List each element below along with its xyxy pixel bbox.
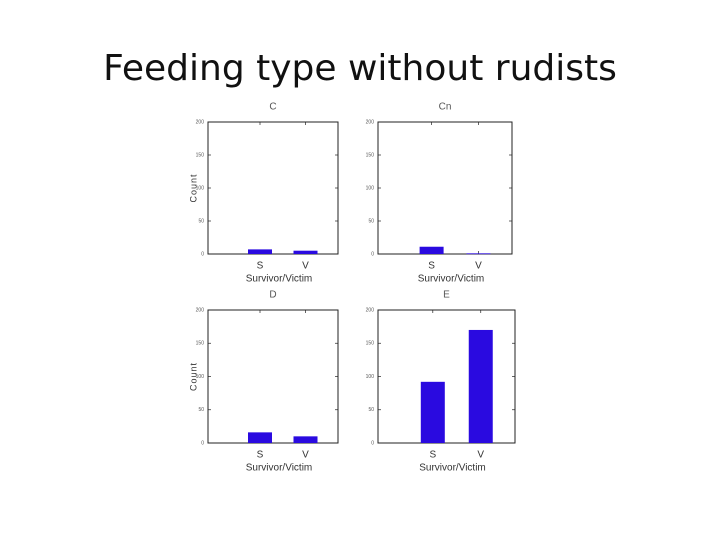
axes-box [377, 309, 516, 444]
x-axis-label: Survivor/Victim [418, 274, 485, 285]
x-axis-label: Survivor/Victim [419, 463, 486, 474]
axes-box [207, 121, 339, 255]
bar [419, 246, 444, 254]
y-tick-label: 200 [196, 307, 205, 313]
panel-title: Cn [439, 102, 452, 113]
x-tick-label: S [428, 261, 435, 272]
bar [468, 329, 493, 443]
y-axis-label: Count [188, 173, 198, 202]
panel-title: D [269, 290, 276, 301]
axes-box [377, 121, 513, 255]
y-tick-label: 0 [371, 440, 374, 446]
y-tick-label: 200 [366, 307, 375, 313]
y-tick-label: 100 [196, 185, 205, 191]
x-tick-label: V [475, 261, 482, 272]
slide-title: Feeding type without rudists [103, 48, 617, 89]
x-tick-label: S [257, 450, 264, 461]
y-tick-label: 100 [366, 185, 375, 191]
x-tick-label: V [302, 261, 309, 272]
bar [466, 253, 491, 255]
bar [293, 436, 318, 443]
y-tick-label: 0 [371, 251, 374, 257]
y-tick-label: 50 [368, 407, 374, 413]
bar [420, 381, 445, 443]
x-axis-label: Survivor/Victim [246, 274, 313, 285]
y-tick-label: 0 [201, 440, 204, 446]
x-tick-label: V [302, 450, 309, 461]
y-tick-label: 100 [366, 374, 375, 380]
panel-title: E [443, 290, 450, 301]
panel-title: C [269, 102, 276, 113]
y-tick-label: 200 [366, 119, 375, 125]
y-tick-label: 150 [366, 152, 375, 158]
y-axis-label: Count [188, 362, 198, 391]
y-tick-label: 150 [196, 152, 205, 158]
bar [248, 432, 272, 443]
bar [248, 249, 272, 254]
y-tick-label: 150 [366, 341, 375, 347]
x-tick-label: V [477, 450, 484, 461]
y-tick-label: 50 [368, 218, 374, 224]
y-tick-label: 50 [198, 218, 204, 224]
x-axis-label: Survivor/Victim [246, 463, 313, 474]
y-tick-label: 0 [201, 251, 204, 257]
y-tick-label: 200 [196, 119, 205, 125]
axes-box [207, 309, 339, 444]
y-tick-label: 100 [196, 374, 205, 380]
y-tick-label: 150 [196, 341, 205, 347]
bar [293, 250, 318, 254]
x-tick-label: S [429, 450, 436, 461]
x-tick-label: S [257, 261, 264, 272]
y-tick-label: 50 [198, 407, 204, 413]
